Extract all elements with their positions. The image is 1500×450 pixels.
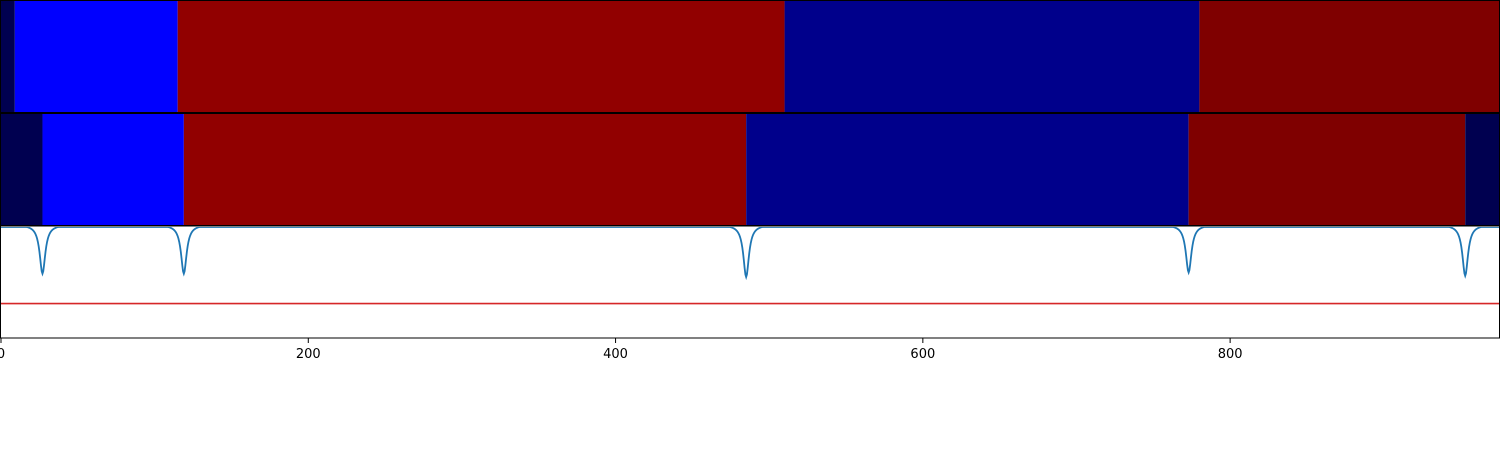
middle-segment-2 <box>183 114 747 225</box>
x-tick-label-600: 600 <box>910 347 935 362</box>
top-segment-2 <box>177 1 785 112</box>
x-tick-label-400: 400 <box>603 347 628 362</box>
x-axis: 0 200 400 600 800 <box>0 338 1243 362</box>
series-line <box>1 227 1499 281</box>
top-segment-4 <box>1199 1 1499 112</box>
top-segment-0 <box>1 1 15 112</box>
middle-segment-4 <box>1188 114 1466 225</box>
line-panel <box>1 227 1499 305</box>
middle-segment-1 <box>42 114 184 225</box>
middle-segment-0 <box>1 114 43 225</box>
top-segment-1 <box>14 1 178 112</box>
middle-segment-panel <box>1 114 1499 225</box>
x-tick-label-200: 200 <box>296 347 321 362</box>
top-segment-panel <box>1 1 1499 112</box>
middle-segment-5 <box>1465 114 1499 225</box>
top-segment-3 <box>784 1 1200 112</box>
x-tick-label-0: 0 <box>0 347 5 362</box>
middle-segment-3 <box>746 114 1189 225</box>
x-tick-label-800: 800 <box>1218 347 1243 362</box>
